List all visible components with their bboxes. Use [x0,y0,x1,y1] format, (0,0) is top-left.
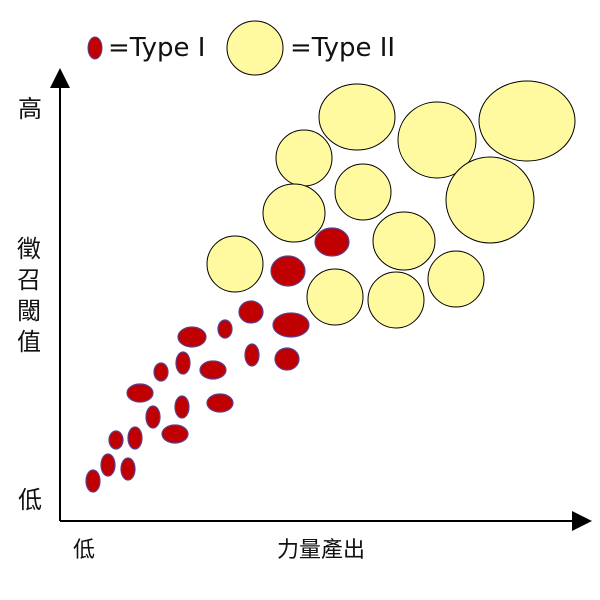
type1-unit [314,227,350,257]
legend-type2-marker [226,20,284,76]
y-axis-title-char: 召 [17,266,41,294]
type2-unit [206,235,264,293]
type2-unit [427,250,485,308]
y-axis-high-label: 高 [18,95,42,123]
type1-unit [175,351,191,375]
type1-units [85,227,350,493]
type1-unit [270,255,306,287]
type1-unit [238,300,264,324]
legend-type1-marker [87,36,103,60]
type2-unit [306,268,364,326]
type2-unit [262,183,326,243]
type1-unit [85,469,101,493]
type2-unit [445,156,535,244]
type2-unit [318,83,396,151]
type1-unit [127,426,143,450]
x-axis-title: 力量產出 [277,538,366,563]
type1-unit [161,424,189,444]
y-axis-title: 徵 召 閾 值 [14,234,44,358]
type1-unit [174,395,190,419]
type1-unit [206,393,234,413]
type2-unit [372,211,436,271]
y-axis-title-char: 閾 [17,297,41,325]
type2-unit [478,80,576,162]
type2-unit [275,129,333,187]
type2-units [206,80,576,329]
type1-unit [244,343,260,367]
type2-unit [367,271,425,329]
type1-unit [120,457,136,481]
y-axis-low-label: 低 [18,486,42,514]
type2-unit [397,101,477,179]
type1-unit [177,326,207,348]
legend-type2-label: =Type II [290,33,396,63]
x-axis-low-label: 低 [73,538,96,563]
y-axis-title-char: 徵 [17,235,41,263]
legend-type1-label: =Type I [108,33,206,63]
type1-unit [217,319,233,339]
type1-unit [100,453,116,477]
type1-unit [145,405,161,429]
type1-unit [153,362,169,382]
type2-unit [334,163,392,221]
type1-unit [108,430,124,450]
type1-unit [272,312,310,338]
type1-unit [199,360,227,380]
type1-unit [126,383,154,403]
type1-unit [274,347,300,371]
y-axis-title-char: 值 [17,328,41,356]
